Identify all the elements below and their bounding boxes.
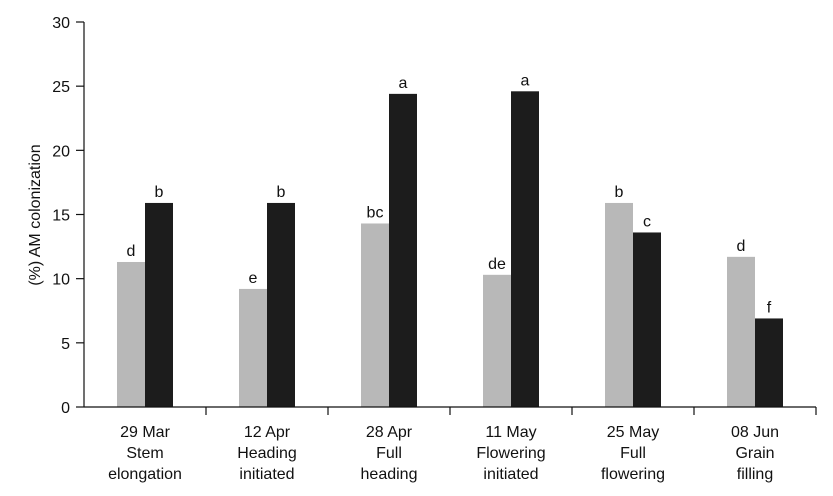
- bar: [389, 93, 417, 407]
- bar-significance-label: e: [249, 270, 258, 287]
- x-category-label: 29 Mar Stem elongation: [108, 424, 182, 483]
- bar: [145, 202, 173, 407]
- y-tick-label: 20: [52, 143, 70, 160]
- y-tick-label: 25: [52, 79, 70, 96]
- y-tick-label: 5: [61, 336, 70, 353]
- y-tick-label: 0: [61, 400, 70, 417]
- bar-series: [117, 91, 783, 408]
- x-category-label: 28 Apr Full heading: [361, 424, 418, 483]
- x-category-label-line: 08 Jun: [731, 424, 779, 441]
- x-category-label-line: elongation: [108, 466, 182, 483]
- x-category-label-line: initiated: [239, 466, 294, 483]
- bar-significance-label: d: [737, 238, 746, 255]
- bar: [267, 202, 295, 407]
- bar-significance-label: bc: [367, 204, 384, 221]
- x-category-label-line: flowering: [601, 466, 665, 483]
- x-category-label-line: 12 Apr: [244, 424, 291, 441]
- x-category-label: 12 Apr Heading initiated: [237, 424, 297, 483]
- x-category-label-line: Grain: [735, 445, 774, 462]
- bar: [755, 318, 783, 407]
- bar-significance-label: a: [399, 75, 408, 92]
- y-tick-label: 10: [52, 272, 70, 289]
- x-category-label: 08 Jun Grain filling: [731, 424, 779, 483]
- bar: [361, 223, 389, 407]
- x-category-label-line: Full: [620, 445, 646, 462]
- x-category-label-line: filling: [737, 466, 773, 483]
- x-category-label-line: 29 Mar: [120, 424, 170, 441]
- bar: [483, 274, 511, 407]
- category-labels: 29 Mar Stem elongation 12 Apr Heading initiat…: [108, 424, 779, 483]
- y-tick-label: 30: [52, 15, 70, 32]
- bar: [239, 288, 267, 407]
- x-category-label-line: Full: [376, 445, 402, 462]
- bar-significance-label: b: [615, 184, 624, 201]
- bar-significance-label: b: [277, 184, 286, 201]
- y-axis-title: (%) AM colonization: [27, 144, 44, 285]
- bar-significance-label: b: [155, 184, 164, 201]
- x-axis: [205, 407, 817, 415]
- bar: [633, 232, 661, 407]
- x-category-label-line: Flowering: [476, 445, 545, 462]
- bar: [727, 256, 755, 407]
- bar: [117, 261, 145, 407]
- x-category-label-line: 11 May: [485, 424, 536, 441]
- bar-significance-label: a: [521, 72, 530, 89]
- x-category-label-line: Heading: [237, 445, 297, 462]
- x-category-label: 11 May Flowering initiated: [476, 424, 545, 483]
- x-category-label-line: 25 May: [607, 424, 659, 441]
- x-category-label-line: initiated: [483, 466, 538, 483]
- bar-significance-label: d: [127, 243, 136, 260]
- x-category-label-line: Stem: [126, 445, 163, 462]
- x-category-label-line: heading: [361, 466, 418, 483]
- x-category-label: 25 May Full flowering: [601, 424, 665, 483]
- bar-significance-label: de: [488, 256, 506, 273]
- bar: [511, 91, 539, 408]
- bar-significance-label: f: [767, 299, 772, 316]
- bar: [605, 202, 633, 407]
- y-axis: 0 5 10 15 20 25 30: [52, 15, 84, 417]
- bar-significance-label: c: [643, 213, 651, 230]
- x-category-label-line: 28 Apr: [366, 424, 413, 441]
- y-tick-label: 15: [52, 208, 70, 225]
